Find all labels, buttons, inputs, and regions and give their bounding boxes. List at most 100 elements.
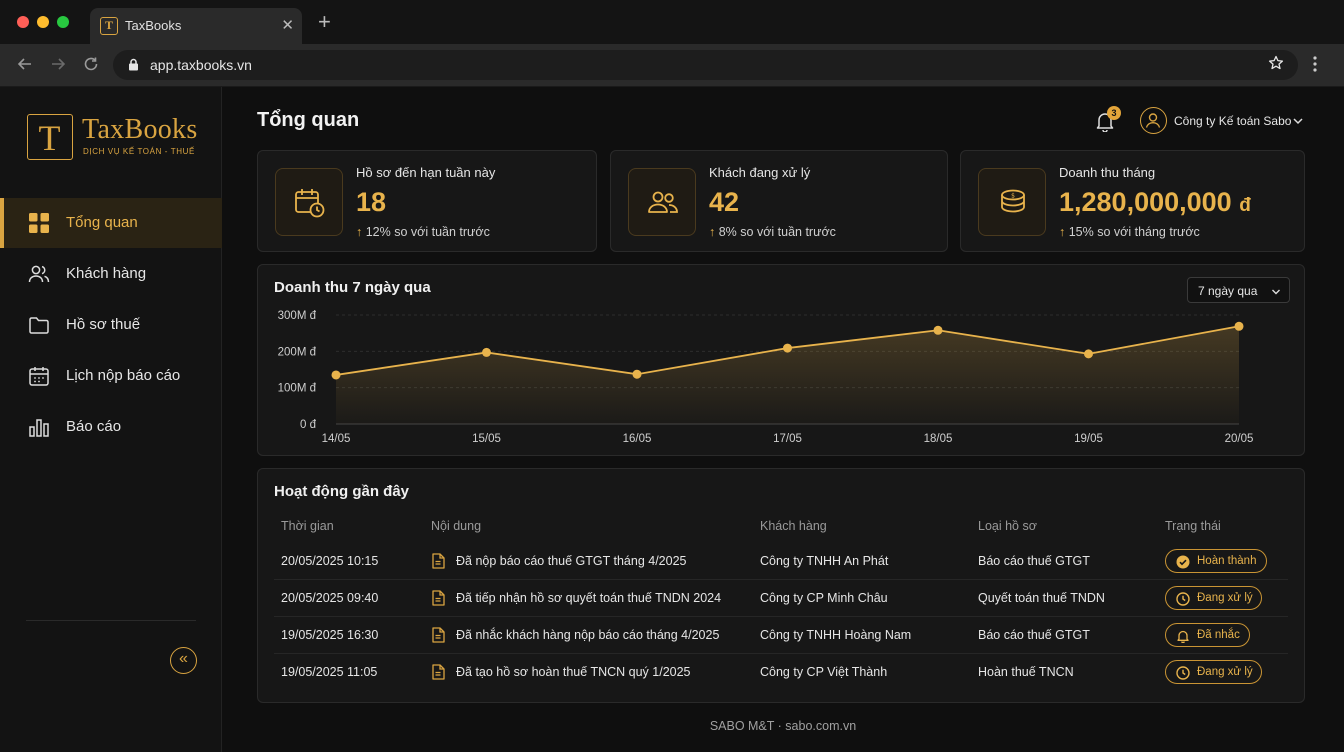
revenue-chart-panel: Doanh thu 7 ngày qua 7 ngày qua 0 đ 100M … bbox=[257, 264, 1305, 456]
close-window-button[interactable] bbox=[17, 16, 29, 28]
user-name[interactable]: Công ty Kế toán Sabo bbox=[1174, 114, 1292, 128]
stat-icon-box: $ bbox=[978, 168, 1046, 236]
column-header-time[interactable]: Thời gian bbox=[281, 519, 334, 533]
column-header-content[interactable]: Nội dung bbox=[431, 519, 482, 533]
stat-label: Khách đang xử lý bbox=[709, 165, 811, 180]
stat-icon-box bbox=[275, 168, 343, 236]
clock-icon bbox=[1176, 666, 1190, 680]
x-tick-label: 14/05 bbox=[322, 433, 351, 445]
cell-client: Công ty TNHH Hoàng Nam bbox=[760, 628, 912, 642]
document-icon bbox=[432, 553, 445, 569]
users-icon bbox=[648, 191, 678, 213]
cell-client: Công ty CP Minh Châu bbox=[760, 591, 888, 605]
stat-card-due-filings: Hồ sơ đến hạn tuần này 18 ↑ 12% so với t… bbox=[257, 150, 597, 252]
sidebar-item-label: Khách hàng bbox=[66, 265, 147, 282]
sidebar-item-tong-quan[interactable]: Tổng quan bbox=[0, 198, 222, 248]
url-text: app.taxbooks.vn bbox=[150, 57, 252, 73]
cell-content: Đã tạo hồ sơ hoàn thuế TNCN quý 1/2025 bbox=[456, 665, 691, 679]
svg-text:$: $ bbox=[1011, 193, 1015, 200]
data-point bbox=[1234, 321, 1244, 331]
coins-icon: $ bbox=[1001, 189, 1025, 213]
browser-tab[interactable]: T TaxBooks ✕ bbox=[90, 8, 302, 44]
users-icon bbox=[28, 265, 50, 283]
chart-title: Doanh thu 7 ngày qua bbox=[274, 279, 431, 296]
data-point bbox=[482, 347, 491, 357]
calendar-clock-icon bbox=[295, 189, 325, 218]
sidebar-item-bao-cao[interactable]: Báo cáo bbox=[0, 402, 222, 452]
folder-icon bbox=[29, 317, 49, 334]
recent-activity-panel: Hoạt động gần đây bbox=[257, 468, 1305, 703]
activity-title: Hoạt động gần đây bbox=[274, 483, 409, 500]
maximize-window-button[interactable] bbox=[57, 16, 69, 28]
column-header-client[interactable]: Khách hàng bbox=[760, 519, 827, 533]
sidebar: T TaxBooks DỊCH VỤ KẾ TOÁN - THUẾ Tổng q… bbox=[0, 87, 222, 752]
bar-chart-icon bbox=[29, 419, 49, 437]
lock-icon bbox=[129, 58, 138, 71]
tab-close-icon[interactable]: ✕ bbox=[281, 17, 294, 34]
sidebar-divider bbox=[26, 620, 196, 621]
bell-icon bbox=[1177, 630, 1189, 643]
cell-type: Báo cáo thuế GTGT bbox=[978, 628, 1090, 642]
stat-delta: ↑ 8% so với tuần trước bbox=[709, 225, 836, 239]
reload-icon[interactable] bbox=[82, 55, 100, 77]
sidebar-item-khach-hang[interactable]: Khách hàng bbox=[0, 249, 222, 299]
sidebar-item-label: Hồ sơ thuế bbox=[66, 316, 141, 333]
taxbooks-logo-icon: T bbox=[27, 114, 73, 160]
column-header-status[interactable]: Trạng thái bbox=[1165, 519, 1221, 533]
table-row[interactable]: 20/05/2025 10:15 Đã nộp báo cáo thuế GTG… bbox=[274, 543, 1288, 580]
chevron-down-icon[interactable] bbox=[1292, 115, 1304, 127]
url-field[interactable]: app.taxbooks.vn bbox=[113, 50, 1298, 80]
arrow-up-icon: ↑ bbox=[1059, 225, 1066, 239]
stat-delta: ↑ 15% so với tháng trước bbox=[1059, 225, 1200, 239]
table-row[interactable]: 19/05/2025 11:05 Đã tạo hồ sơ hoàn thuế … bbox=[274, 654, 1288, 691]
grid-icon bbox=[29, 213, 49, 233]
cell-type: Báo cáo thuế GTGT bbox=[978, 554, 1090, 568]
revenue-area-chart: 0 đ 100M đ 200M đ 300M đ 14/05 15/05 16/05 17/0… bbox=[278, 310, 1254, 445]
user-icon bbox=[1145, 113, 1161, 128]
cell-time: 19/05/2025 11:05 bbox=[281, 665, 378, 679]
sidebar-item-label: Báo cáo bbox=[66, 418, 122, 435]
avatar[interactable] bbox=[1140, 107, 1167, 134]
notification-badge: 3 bbox=[1107, 106, 1121, 120]
bookmark-star-icon[interactable] bbox=[1268, 55, 1284, 76]
cell-client: Công ty CP Việt Thành bbox=[760, 665, 888, 679]
sidebar-item-ho-so-thue[interactable]: Hồ sơ thuế bbox=[0, 300, 222, 350]
taxbooks-favicon-icon: T bbox=[100, 17, 118, 35]
status-badge: Hoàn thành bbox=[1165, 549, 1267, 573]
arrow-up-icon: ↑ bbox=[356, 225, 363, 239]
stat-value: 42 bbox=[709, 187, 740, 217]
check-circle-icon bbox=[1176, 555, 1190, 569]
page-title: Tổng quan bbox=[257, 109, 360, 131]
logo-name: TaxBooks bbox=[82, 114, 198, 145]
range-select-value: 7 ngày qua bbox=[1198, 284, 1258, 298]
browser-menu-icon[interactable] bbox=[1313, 56, 1317, 76]
column-header-type[interactable]: Loại hồ sơ bbox=[978, 519, 1037, 533]
new-tab-button[interactable]: + bbox=[318, 9, 331, 34]
collapse-sidebar-button[interactable]: « bbox=[170, 647, 197, 674]
x-tick-label: 19/05 bbox=[1074, 433, 1103, 445]
minimize-window-button[interactable] bbox=[37, 16, 49, 28]
footer-text: SABO M&T · sabo.com.vn bbox=[709, 719, 857, 733]
stat-icon-box bbox=[628, 168, 696, 236]
back-arrow-icon[interactable] bbox=[16, 55, 34, 77]
cell-time: 19/05/2025 16:30 bbox=[281, 628, 379, 642]
sidebar-item-label: Lịch nộp báo cáo bbox=[66, 367, 181, 384]
cell-content: Đã tiếp nhận hồ sơ quyết toán thuế TNDN … bbox=[456, 591, 722, 605]
clock-icon bbox=[1176, 592, 1190, 606]
cell-content: Đã nhắc khách hàng nộp báo cáo tháng 4/2… bbox=[456, 628, 720, 642]
x-tick-label: 18/05 bbox=[924, 433, 953, 445]
range-select[interactable]: 7 ngày qua bbox=[1187, 277, 1290, 303]
cell-time: 20/05/2025 10:15 bbox=[281, 554, 379, 568]
forward-arrow-icon[interactable] bbox=[49, 55, 67, 77]
x-tick-label: 20/05 bbox=[1225, 433, 1254, 445]
table-row[interactable]: 19/05/2025 16:30 Đã nhắc khách hàng nộp … bbox=[274, 617, 1288, 654]
logo-tagline: DỊCH VỤ KẾ TOÁN - THUẾ bbox=[83, 147, 195, 156]
cell-time: 20/05/2025 09:40 bbox=[281, 591, 379, 605]
table-row[interactable]: 20/05/2025 09:40 Đã tiếp nhận hồ sơ quyế… bbox=[274, 580, 1288, 617]
sidebar-item-label: Tổng quan bbox=[66, 214, 138, 231]
sidebar-item-lich-nop-bao-cao[interactable]: Lịch nộp báo cáo bbox=[0, 351, 222, 401]
stat-value: 1,280,000,000 đ bbox=[1059, 187, 1251, 217]
data-point bbox=[1084, 349, 1093, 359]
chevron-down-icon bbox=[1272, 289, 1280, 295]
calendar-icon bbox=[29, 367, 49, 386]
